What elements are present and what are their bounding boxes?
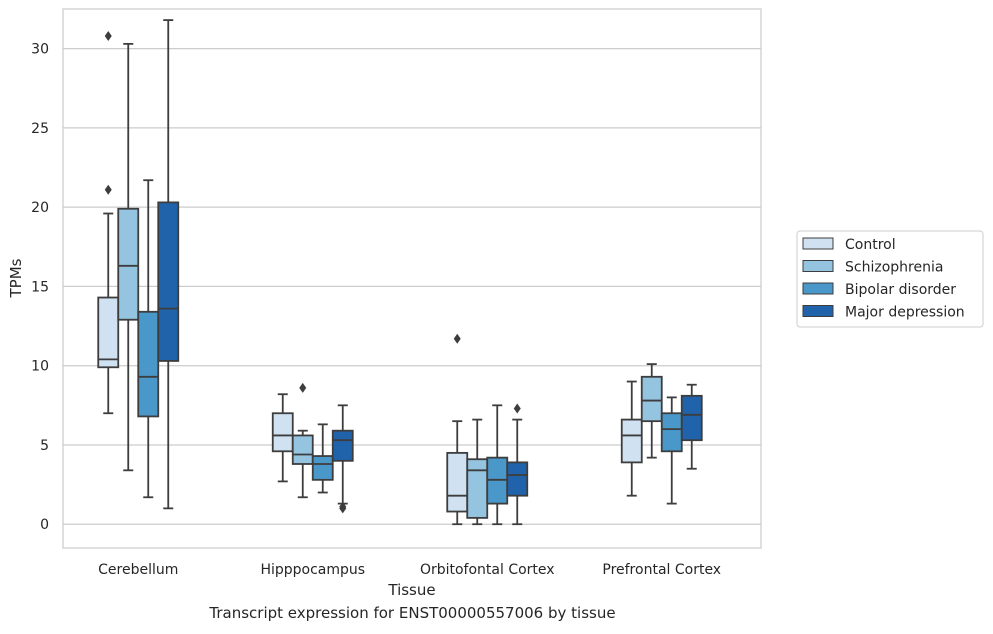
box-group [466, 418, 489, 526]
y-tick-label: 20 [31, 200, 49, 216]
box-group [486, 404, 509, 526]
box-group [506, 403, 529, 526]
legend-label: Bipolar disorder [845, 282, 956, 298]
outlier-point [339, 501, 347, 512]
box-group [680, 383, 703, 470]
y-tick-label: 25 [31, 121, 49, 137]
box-group [291, 382, 314, 499]
box [271, 412, 294, 453]
x-tick-label: Prefrontal Cortex [602, 562, 721, 578]
box-group [620, 380, 643, 497]
box-group [117, 42, 140, 472]
legend-label: Control [845, 237, 896, 253]
legend-swatch [802, 282, 834, 295]
box [97, 296, 120, 369]
y-tick-label: 30 [31, 42, 49, 58]
figure-caption: Transcript expression for ENST0000055700… [209, 604, 616, 622]
box [466, 458, 489, 519]
y-tick-label: 10 [31, 359, 49, 375]
box [137, 310, 160, 418]
y-tick-label: 5 [40, 438, 49, 454]
box [311, 455, 334, 481]
x-axis-label: Tissue [387, 581, 435, 599]
box-groups [97, 19, 703, 526]
y-axis-label: TPMs [7, 258, 25, 298]
box [680, 394, 703, 442]
box [620, 418, 643, 464]
gridlines [63, 48, 761, 525]
legend-swatch [802, 305, 834, 317]
plot-frame [62, 8, 762, 549]
box [446, 451, 469, 513]
legend-swatch [802, 237, 834, 250]
legend: Control Schizophrenia Bipolar disorder Majo… [796, 230, 984, 328]
box-group [311, 423, 334, 494]
x-tick-labels: Cerebellum Hipppocampus Orbitofontal Corte… [98, 562, 721, 578]
box [331, 429, 354, 462]
box [117, 207, 140, 321]
legend-label: Schizophrenia [845, 260, 943, 276]
legend-label: Major depression [845, 305, 965, 321]
box [640, 375, 663, 423]
box [291, 434, 314, 465]
box-group [271, 393, 294, 483]
box-group [137, 179, 160, 499]
legend-frame [796, 230, 984, 328]
y-tick-labels: 0 5 10 15 20 25 30 [31, 42, 49, 534]
x-tick-label: Hipppocampus [260, 562, 365, 578]
outlier-point [104, 30, 112, 41]
box [660, 412, 683, 453]
box-group [660, 396, 683, 505]
box-group [446, 333, 469, 526]
y-tick-label: 15 [31, 279, 49, 295]
outlier-point [453, 333, 461, 344]
outlier-point [299, 382, 307, 393]
box-group [97, 30, 120, 415]
box-group [157, 19, 180, 510]
x-tick-label: Cerebellum [98, 562, 178, 578]
box [506, 461, 529, 497]
box-group [640, 363, 663, 459]
box [157, 201, 180, 362]
x-tick-label: Orbitofontal Cortex [420, 562, 555, 578]
legend-swatch [802, 260, 834, 272]
outlier-point [104, 184, 112, 195]
outlier-point [513, 403, 521, 414]
box-group [331, 404, 354, 514]
y-tick-label: 0 [40, 517, 49, 533]
